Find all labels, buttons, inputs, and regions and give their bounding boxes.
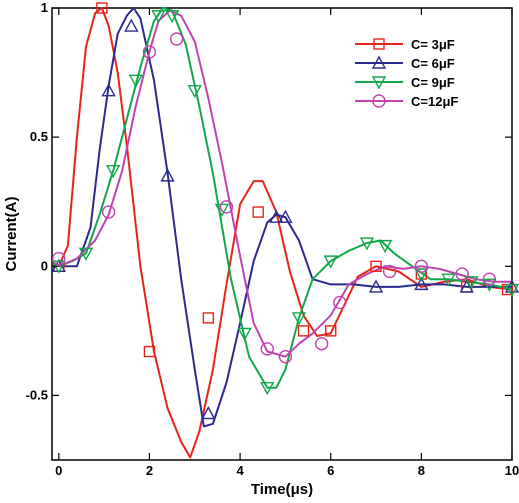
data-point-marker [482, 272, 497, 286]
data-point-marker [464, 276, 479, 290]
y-tick-label: 1 [41, 0, 48, 15]
data-point-marker [323, 255, 338, 269]
data-point-marker [414, 276, 429, 291]
series-line-1 [57, 7, 513, 459]
data-point-marker [414, 259, 429, 273]
data-point-marker [370, 260, 382, 272]
data-point-marker [101, 205, 116, 219]
legend-label: C=12μF [411, 94, 458, 109]
data-point-marker [78, 247, 94, 261]
series-line-4 [58, 9, 512, 358]
data-point-marker [219, 200, 234, 214]
series-curves [57, 7, 513, 459]
data-point-marker [202, 312, 215, 324]
series-line-2 [58, 7, 512, 428]
y-tick-label: 0 [41, 258, 48, 273]
data-point-marker [297, 325, 310, 337]
data-point-marker [314, 337, 329, 351]
data-point-marker [504, 283, 519, 297]
legend: C= 3μF C= 6μF C= 9μF C=12μF [355, 37, 458, 109]
legend-label: C= 3μF [411, 37, 455, 52]
data-point-marker [278, 209, 293, 223]
x-tick-label: 8 [418, 463, 425, 478]
data-point-marker [455, 267, 469, 281]
data-point-marker [260, 381, 275, 396]
data-point-marker [169, 32, 184, 46]
x-tick-label: 2 [146, 463, 153, 478]
y-axis-ticks: -0.5 0 0.5 1 [26, 0, 512, 402]
x-tick-label: 4 [236, 463, 244, 478]
x-tick-label: 6 [327, 463, 334, 478]
series-line-3 [58, 7, 513, 389]
legend-marker [371, 55, 387, 69]
data-point-marker [128, 74, 144, 88]
data-point-marker [160, 168, 175, 182]
series-markers [51, 2, 519, 420]
data-point-marker [101, 83, 116, 97]
data-point-marker [441, 273, 456, 287]
plot-frame [51, 7, 513, 461]
x-axis-title: Time(μs) [251, 481, 313, 498]
data-point-marker [359, 237, 375, 251]
data-point-marker [237, 327, 252, 341]
data-point-marker [201, 406, 216, 420]
data-point-marker [382, 264, 397, 279]
x-axis-ticks: 0 2 4 6 8 10 [55, 8, 519, 478]
data-point-marker [142, 45, 157, 59]
x-tick-label: 0 [55, 463, 62, 478]
y-tick-label: -0.5 [26, 387, 48, 402]
data-point-marker [252, 206, 264, 218]
data-point-marker [164, 10, 180, 24]
y-tick-label: 0.5 [30, 129, 48, 144]
data-point-marker [278, 349, 293, 364]
data-point-marker [368, 279, 384, 293]
legend-label: C= 6μF [411, 56, 455, 71]
data-point-marker [106, 165, 121, 179]
data-point-marker [151, 10, 166, 24]
data-point-marker [504, 279, 519, 293]
data-point-marker [459, 279, 474, 293]
data-point-marker [96, 2, 108, 14]
legend-label: C= 9μF [411, 75, 455, 90]
data-point-marker [214, 203, 230, 217]
data-point-marker [269, 209, 284, 223]
data-point-marker [52, 251, 66, 266]
y-axis-title: Current(A) [3, 197, 20, 272]
data-point-marker [333, 295, 347, 310]
data-point-marker [377, 239, 393, 254]
data-point-marker [325, 325, 337, 337]
data-point-marker [187, 84, 202, 99]
data-point-marker [143, 345, 156, 358]
data-point-marker [260, 342, 274, 356]
data-point-marker [291, 312, 307, 326]
legend-marker [372, 94, 386, 108]
x-tick-label: 10 [505, 463, 519, 478]
data-point-marker [124, 18, 139, 32]
data-point-marker [414, 268, 429, 282]
legend-marker [371, 76, 387, 90]
legend-marker [373, 38, 385, 50]
